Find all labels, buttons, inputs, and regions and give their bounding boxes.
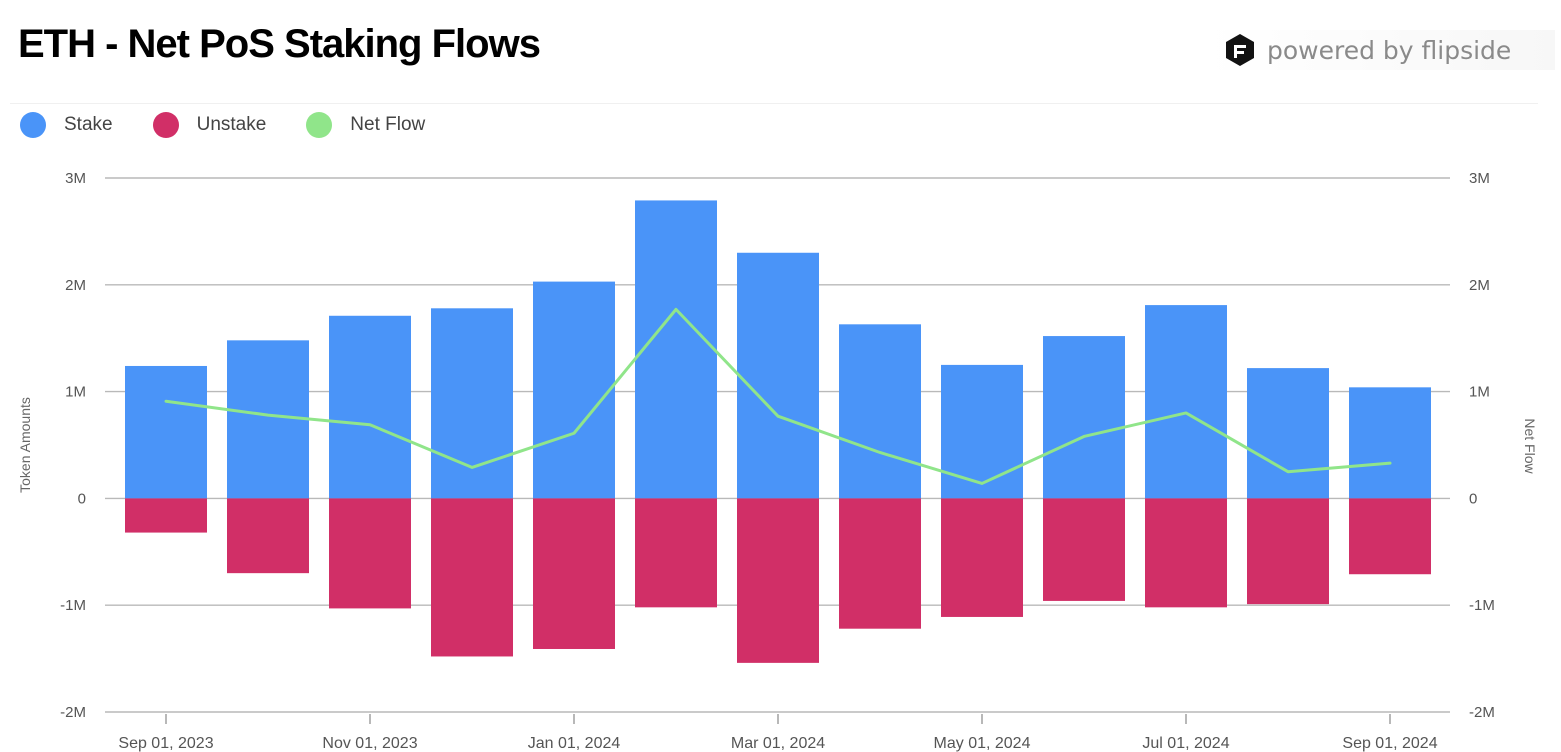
bar-stake [839, 324, 921, 499]
bar-stake [329, 315, 411, 499]
bar-unstake [1043, 498, 1125, 601]
y-tick-label-left: 2M [65, 277, 86, 294]
x-tick-label: Jul 01, 2024 [1142, 735, 1229, 752]
bar-stake [1043, 336, 1125, 499]
y-tick-label-right: 2M [1469, 277, 1490, 294]
bar-unstake [329, 498, 411, 609]
bar-unstake [125, 498, 207, 533]
y-axis-title-right: Net Flow [1522, 418, 1538, 474]
x-tick-label: Sep 01, 2023 [118, 735, 213, 752]
y-tick-label-right: -2M [1469, 704, 1495, 721]
bar-unstake [227, 498, 309, 574]
x-tick-label: Nov 01, 2023 [322, 735, 417, 752]
legend-label-net-flow: Net Flow [350, 114, 426, 135]
legend-label-stake: Stake [64, 114, 113, 135]
bar-stake [431, 308, 513, 499]
y-tick-label-right: 0 [1469, 490, 1477, 507]
legend-swatch-net-flow [306, 112, 333, 138]
header-divider [10, 103, 1538, 104]
legend-item-stake[interactable]: Stake [20, 112, 113, 138]
bar-unstake [635, 498, 717, 608]
x-tick-label: Sep 01, 2024 [1342, 735, 1437, 752]
bar-stake [227, 340, 309, 499]
bar-stake [1247, 368, 1329, 499]
y-tick-label-right: 3M [1469, 170, 1490, 187]
y-tick-label-left: 0 [78, 490, 86, 507]
legend-swatch-unstake [152, 112, 179, 138]
chart-title: ETH - Net PoS Staking Flows [18, 22, 541, 66]
brand-text: powered by flipside [1267, 35, 1512, 65]
legend-item-net-flow[interactable]: Net Flow [306, 112, 425, 138]
bar-unstake [1349, 498, 1431, 575]
y-axis-title-left: Token Amounts [17, 397, 33, 493]
y-tick-label-right: 1M [1469, 384, 1490, 401]
bar-stake [1145, 305, 1227, 499]
bar-stake [737, 252, 819, 499]
y-tick-label-left: 3M [65, 170, 86, 187]
bar-unstake [1247, 498, 1329, 605]
bar-unstake [737, 498, 819, 663]
y-tick-label-left: -1M [60, 597, 86, 614]
bar-stake [533, 281, 615, 499]
y-tick-label-left: 1M [65, 384, 86, 401]
legend-item-unstake[interactable]: Unstake [152, 112, 267, 138]
flipside-logo-icon [1226, 34, 1254, 66]
brand-badge[interactable]: powered by flipside [1205, 30, 1555, 70]
bar-unstake [431, 498, 513, 657]
bar-stake [1349, 387, 1431, 499]
bar-unstake [941, 498, 1023, 617]
y-tick-label-left: -2M [60, 704, 86, 721]
bar-unstake [533, 498, 615, 649]
x-tick-label: Mar 01, 2024 [731, 735, 825, 752]
x-tick-label: Jan 01, 2024 [528, 735, 621, 752]
legend-label-unstake: Unstake [196, 114, 267, 135]
legend-swatch-stake [20, 112, 46, 138]
legend: Stake Unstake Net Flow [20, 112, 465, 138]
bar-unstake [839, 498, 921, 629]
y-tick-label-right: -1M [1469, 597, 1495, 614]
bar-stake [941, 364, 1023, 499]
bar-stake [635, 200, 717, 499]
bar-unstake [1145, 498, 1227, 608]
bar-stake [125, 365, 207, 499]
x-tick-label: May 01, 2024 [934, 735, 1031, 752]
